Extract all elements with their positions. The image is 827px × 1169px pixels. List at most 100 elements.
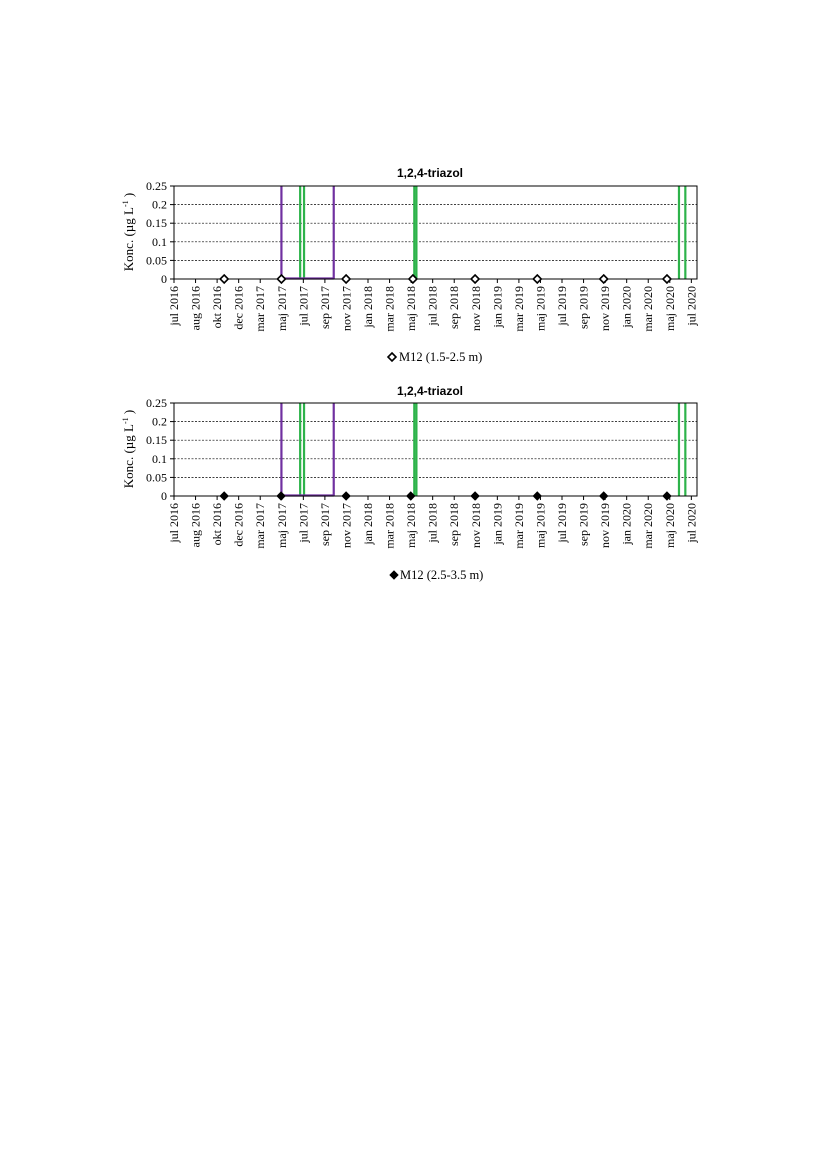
chart-1: 1,2,4-triazol 0 0.05 0.1 0.15 0.2 0.25 jul 20… xyxy=(121,166,698,364)
x-tick-label: jan 2018 xyxy=(361,286,375,329)
chart-1-title: 1,2,4-triazol xyxy=(397,166,463,180)
x-tick-label: maj 2018 xyxy=(404,503,418,548)
data-point xyxy=(470,491,480,501)
chart-1-legend: M12 (1.5-2.5 m) xyxy=(386,350,482,364)
chart-1-y-axis-label-sup: -1 xyxy=(121,200,130,207)
y-tick-label: 0.2 xyxy=(152,198,167,212)
x-tick-label: maj 2019 xyxy=(533,286,547,331)
data-point xyxy=(219,491,229,501)
chart-2-y-axis-label-text: Konc. (µg L xyxy=(121,424,136,488)
data-point xyxy=(469,273,481,285)
x-tick-label: jul 2016 xyxy=(167,503,181,544)
x-tick-label: jul 2019 xyxy=(555,503,569,544)
x-tick-label: jan 2020 xyxy=(620,503,634,546)
data-point xyxy=(662,491,672,501)
chart-1-event-lines xyxy=(280,186,687,280)
x-tick-label: nov 2017 xyxy=(339,503,353,548)
data-point xyxy=(341,491,351,501)
x-tick-label: mar 2018 xyxy=(383,286,397,332)
x-tick-label: sep 2018 xyxy=(447,286,461,329)
chart-1-x-tick-labels: jul 2016 aug 2016 okt 2016 dec 2016 mar 2017… xyxy=(167,286,698,332)
x-tick-label: jul 2017 xyxy=(296,286,310,327)
x-tick-label: mar 2019 xyxy=(512,503,526,549)
x-tick-label: nov 2018 xyxy=(469,503,483,548)
x-tick-label: jul 2018 xyxy=(426,286,440,327)
y-tick-label: 0.25 xyxy=(146,179,167,193)
x-tick-label: maj 2017 xyxy=(275,503,289,548)
data-point xyxy=(532,273,543,285)
x-tick-label: nov 2019 xyxy=(598,503,612,548)
chart-2-gridlines xyxy=(174,421,697,478)
chart-1-y-tick-labels: 0 0.05 0.1 0.15 0.2 0.25 xyxy=(146,179,167,286)
x-tick-label: maj 2019 xyxy=(533,503,547,548)
y-tick-label: 0.05 xyxy=(146,253,167,267)
chart-2-x-tick-labels: jul 2016 aug 2016 okt 2016 dec 2016 mar 2017… xyxy=(167,503,698,549)
x-tick-label: jul 2018 xyxy=(426,503,440,544)
x-tick-label: mar 2018 xyxy=(383,503,397,549)
chart-2-legend: M12 (2.5-3.5 m) xyxy=(389,568,483,582)
x-tick-label: aug 2016 xyxy=(189,286,203,330)
x-tick-label: jul 2020 xyxy=(684,286,698,327)
chart-2: 1,2,4-triazol 0 0.05 0.1 0.15 0.2 0.25 jul 20… xyxy=(121,384,698,582)
x-tick-label: jan 2018 xyxy=(361,503,375,546)
chart-2-legend-label: M12 (2.5-3.5 m) xyxy=(400,568,483,582)
chart-1-data-points xyxy=(219,273,673,285)
chart-2-y-axis-label: Konc. (µg L-1 ) xyxy=(121,410,136,488)
x-tick-label: sep 2019 xyxy=(577,286,591,329)
x-tick-label: okt 2016 xyxy=(210,503,224,545)
y-tick-label: 0.1 xyxy=(152,452,167,466)
x-tick-label: mar 2017 xyxy=(253,503,267,549)
data-point xyxy=(219,273,230,285)
y-tick-label: 0.25 xyxy=(146,396,167,410)
chart-2-y-axis-label-close: ) xyxy=(121,410,136,418)
data-point xyxy=(406,491,416,501)
x-tick-label: sep 2019 xyxy=(577,503,591,546)
x-tick-label: sep 2018 xyxy=(447,503,461,546)
chart-2-data-points xyxy=(219,491,672,501)
x-tick-label: jul 2020 xyxy=(684,503,698,544)
x-tick-label: nov 2018 xyxy=(469,286,483,331)
x-tick-label: sep 2017 xyxy=(318,286,332,329)
x-tick-label: jul 2017 xyxy=(296,503,310,544)
x-tick-label: mar 2017 xyxy=(253,286,267,332)
y-tick-label: 0 xyxy=(161,489,167,503)
x-tick-label: okt 2016 xyxy=(210,286,224,328)
plot-area-border xyxy=(173,402,698,497)
data-point xyxy=(276,491,286,501)
chart-1-y-axis-label-close: ) xyxy=(121,193,136,201)
y-tick-label: 0 xyxy=(161,272,167,286)
x-tick-label: maj 2020 xyxy=(663,286,677,331)
chart-2-axes xyxy=(170,402,698,500)
y-tick-label: 0.2 xyxy=(152,415,167,429)
x-tick-label: sep 2017 xyxy=(318,503,332,546)
x-tick-label: maj 2020 xyxy=(663,503,677,548)
data-point xyxy=(340,273,352,285)
chart-1-axes xyxy=(170,185,698,283)
y-tick-label: 0.05 xyxy=(146,470,167,484)
data-point xyxy=(599,491,609,501)
x-tick-label: jul 2019 xyxy=(555,286,569,327)
chart-1-legend-label: M12 (1.5-2.5 m) xyxy=(399,350,482,364)
data-point xyxy=(532,491,542,501)
x-tick-label: jan 2019 xyxy=(490,503,504,546)
x-tick-label: mar 2019 xyxy=(512,286,526,332)
y-tick-label: 0.15 xyxy=(146,216,167,230)
x-tick-label: dec 2016 xyxy=(232,503,246,547)
x-tick-label: maj 2018 xyxy=(404,286,418,331)
y-tick-label: 0.1 xyxy=(152,235,167,249)
x-tick-label: aug 2016 xyxy=(189,503,203,547)
chart-2-event-lines xyxy=(280,403,687,497)
chart-2-legend-marker-diamond-filled-icon xyxy=(389,570,399,580)
chart-2-y-tick-labels: 0 0.05 0.1 0.15 0.2 0.25 xyxy=(146,396,167,503)
chart-1-y-axis-label: Konc. (µg L-1 ) xyxy=(121,193,136,271)
data-point xyxy=(598,273,609,285)
x-tick-label: nov 2019 xyxy=(598,286,612,331)
chart-2-title: 1,2,4-triazol xyxy=(397,384,463,398)
x-tick-label: jul 2016 xyxy=(167,286,181,327)
x-tick-label: jan 2020 xyxy=(620,286,634,329)
plot-area-border xyxy=(173,185,698,280)
chart-1-y-axis-label-text: Konc. (µg L xyxy=(121,207,136,271)
data-point xyxy=(407,273,419,285)
x-tick-label: nov 2017 xyxy=(339,286,353,331)
